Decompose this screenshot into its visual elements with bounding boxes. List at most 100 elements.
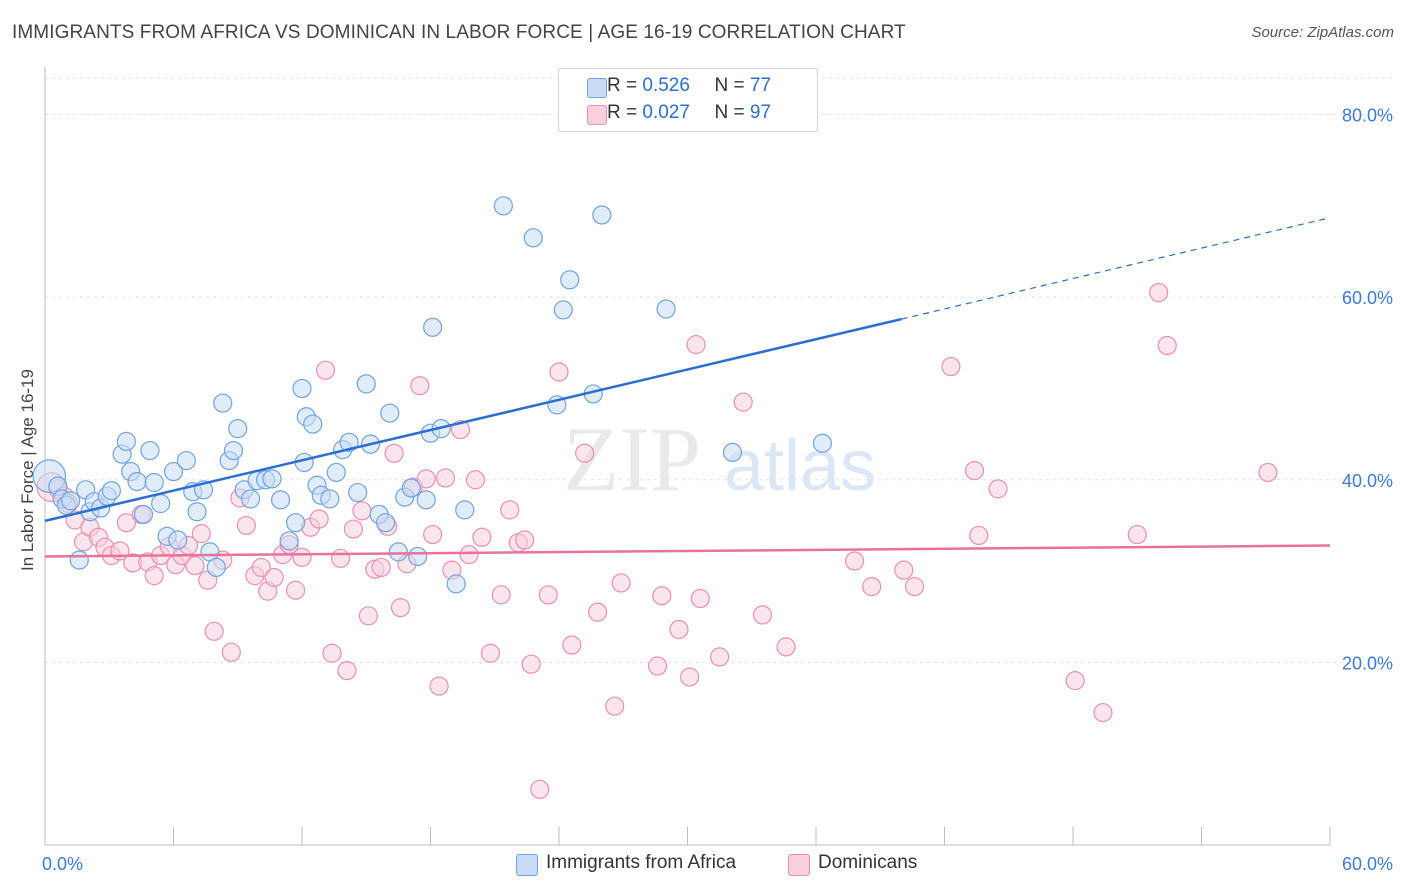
trend-line-extension — [901, 217, 1331, 320]
r-label: R = — [607, 102, 638, 123]
series-dominicans — [36, 282, 1278, 799]
y-tick-label: 60.0% — [1342, 288, 1393, 308]
data-point — [388, 542, 408, 562]
data-point — [116, 431, 136, 452]
data-point — [1127, 524, 1147, 545]
data-point — [339, 432, 359, 452]
data-point — [384, 443, 404, 463]
data-point — [322, 643, 342, 663]
data-point — [844, 551, 865, 571]
data-point — [191, 524, 211, 544]
series-immigrants-from-africa — [32, 196, 833, 594]
x-tick-label-min: 0.0% — [42, 854, 83, 874]
y-tick-label: 40.0% — [1342, 471, 1393, 491]
data-point — [523, 228, 543, 248]
data-point — [348, 482, 368, 503]
data-point — [176, 450, 196, 471]
n-label: N = — [714, 102, 745, 123]
watermark-atlas: atlas — [724, 426, 876, 506]
y-tick-label: 80.0% — [1342, 106, 1393, 126]
trend-lines — [44, 217, 1331, 558]
data-point — [228, 419, 248, 439]
n-value: 97 — [749, 102, 772, 123]
data-point — [605, 696, 625, 716]
data-point — [1149, 282, 1169, 303]
data-point — [669, 619, 689, 640]
data-point — [455, 500, 475, 520]
series-legend: Immigrants from Africa Dominicans — [0, 852, 1406, 878]
data-point — [315, 360, 336, 380]
axes — [44, 67, 1331, 846]
data-point — [530, 779, 550, 799]
data-point — [358, 606, 378, 626]
data-point — [163, 461, 184, 482]
data-point — [553, 300, 573, 320]
data-point — [894, 560, 914, 580]
data-point — [1093, 703, 1113, 723]
data-point — [144, 472, 164, 493]
data-point — [375, 513, 396, 533]
data-point — [423, 524, 443, 545]
data-point — [538, 585, 558, 605]
y-tick-label: 20.0% — [1342, 653, 1393, 673]
data-point — [292, 547, 312, 567]
data-point — [213, 393, 233, 413]
data-point — [686, 335, 706, 355]
data-point — [480, 643, 501, 663]
data-point — [752, 605, 773, 625]
data-point — [206, 557, 226, 578]
data-point — [380, 403, 400, 423]
data-point — [285, 513, 306, 533]
data-point — [465, 470, 486, 490]
data-point — [371, 557, 391, 578]
data-point — [812, 433, 833, 453]
legend-item-dominicans[interactable]: Dominicans — [788, 852, 918, 876]
data-point — [127, 471, 147, 492]
trend-line — [44, 317, 902, 523]
data-point — [680, 667, 700, 687]
data-point — [144, 566, 164, 586]
data-point — [515, 530, 535, 550]
data-point — [964, 461, 985, 481]
data-point — [560, 270, 580, 290]
data-point — [710, 647, 730, 667]
data-point — [562, 635, 582, 655]
data-point — [264, 567, 284, 588]
data-point — [221, 642, 241, 662]
data-point — [904, 576, 925, 597]
data-point — [356, 374, 376, 394]
data-point — [390, 597, 411, 618]
data-point — [652, 586, 672, 606]
legend-swatch-pink — [788, 854, 810, 876]
legend-label-africa: Immigrants from Africa — [546, 852, 737, 873]
legend-label-dominicans: Dominicans — [818, 852, 918, 873]
data-point — [151, 493, 171, 514]
legend-swatch-blue — [587, 78, 607, 98]
data-point — [446, 574, 466, 594]
data-point — [690, 588, 710, 609]
data-point — [292, 378, 312, 399]
data-point — [223, 440, 244, 461]
data-point — [656, 299, 676, 319]
data-point — [592, 205, 612, 225]
data-point — [270, 490, 291, 510]
r-label: R = — [607, 75, 638, 96]
data-point — [241, 489, 261, 509]
data-point — [611, 573, 631, 593]
data-point — [279, 531, 299, 551]
data-point — [1258, 462, 1278, 483]
data-point — [337, 660, 357, 681]
data-point — [941, 356, 961, 377]
n-value: 77 — [749, 75, 772, 96]
data-point — [472, 527, 492, 547]
data-point — [309, 509, 329, 529]
data-point — [320, 489, 340, 509]
data-point — [500, 500, 520, 520]
data-point — [140, 440, 160, 461]
chart-title: IMMIGRANTS FROM AFRICA VS DOMINICAN IN L… — [12, 22, 906, 43]
data-point — [352, 501, 372, 521]
x-tick-label-max: 60.0% — [1342, 854, 1393, 874]
data-point — [435, 468, 456, 488]
data-point — [326, 462, 346, 483]
legend-item-africa[interactable]: Immigrants from Africa — [516, 852, 737, 876]
